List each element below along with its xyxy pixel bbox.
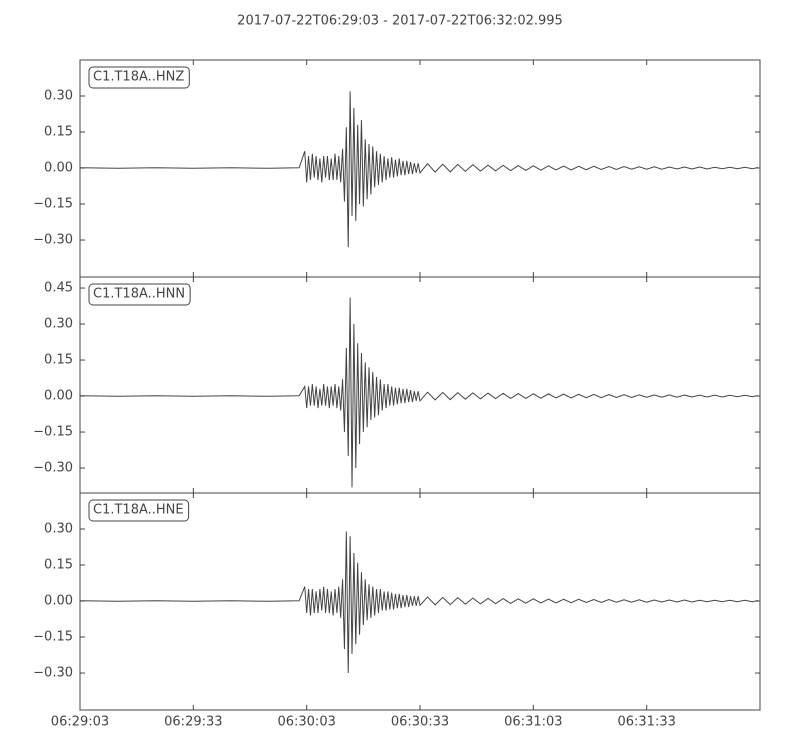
trace-label-box bbox=[88, 66, 190, 89]
y-tick-label: 0.00 bbox=[44, 594, 73, 609]
y-tick-label: 0.00 bbox=[44, 161, 73, 176]
y-tick-label: −0.30 bbox=[33, 666, 73, 681]
x-tick-label: 06:30:03 bbox=[277, 715, 335, 730]
panel-frame bbox=[79, 276, 761, 494]
y-tick-label: −0.15 bbox=[33, 630, 73, 645]
waveform bbox=[79, 297, 759, 488]
x-tick-label: 06:31:33 bbox=[617, 715, 675, 730]
x-tick-label: 06:29:33 bbox=[164, 715, 222, 730]
y-tick-label: 0.45 bbox=[44, 281, 73, 296]
y-tick-label: 0.15 bbox=[44, 558, 73, 573]
x-tick-label: 06:30:33 bbox=[391, 715, 449, 730]
y-tick-label: 0.00 bbox=[44, 389, 73, 404]
trace-label: C1.T18A..HNE bbox=[93, 503, 184, 518]
x-tick-label: 06:31:03 bbox=[504, 715, 562, 730]
waveform bbox=[79, 91, 759, 248]
y-tick-label: −0.30 bbox=[33, 461, 73, 476]
chart-title: 2017-07-22T06:29:03 - 2017-07-22T06:32:0… bbox=[237, 14, 563, 29]
y-tick-label: 0.30 bbox=[44, 89, 73, 104]
y-tick-label: 0.30 bbox=[44, 317, 73, 332]
trace-label-box bbox=[88, 283, 191, 306]
y-tick-label: −0.30 bbox=[33, 233, 73, 248]
y-tick-label: −0.15 bbox=[33, 425, 73, 440]
trace-label-box bbox=[88, 499, 190, 522]
y-tick-label: 0.15 bbox=[44, 353, 73, 368]
y-tick-label: 0.15 bbox=[44, 125, 73, 140]
x-tick-label: 06:29:03 bbox=[51, 715, 109, 730]
panel-frame bbox=[79, 492, 761, 711]
y-tick-label: 0.30 bbox=[44, 522, 73, 537]
y-tick-label: −0.15 bbox=[33, 197, 73, 212]
trace-label: C1.T18A..HNN bbox=[93, 287, 185, 302]
waveform bbox=[79, 531, 759, 674]
trace-label: C1.T18A..HNZ bbox=[93, 70, 184, 85]
